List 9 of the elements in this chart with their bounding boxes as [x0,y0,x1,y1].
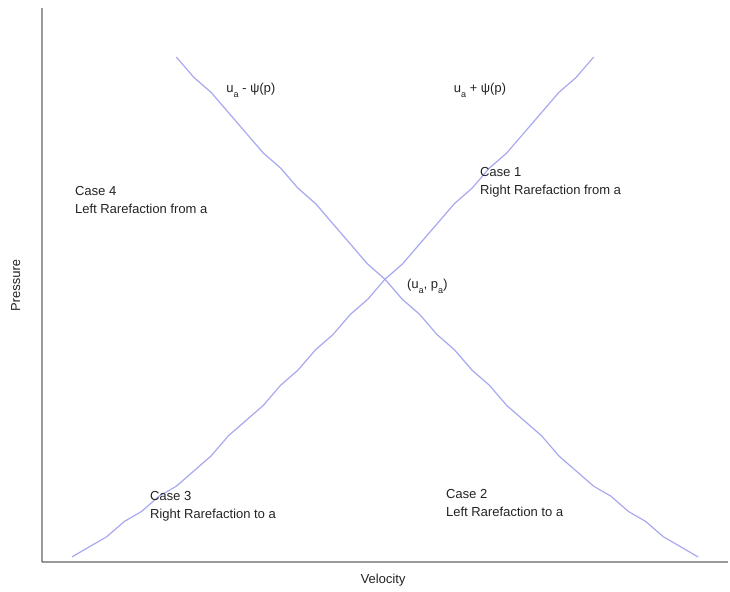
annotation: Case 2 Left Rarefaction to a [446,486,564,519]
text: u$_{a}$ + ψ(p) [454,80,506,99]
x-axis-title: Velocity [360,571,406,586]
annotation: Case 4 Left Rarefaction from a [75,183,208,216]
series-label: u$_{a}$ - ψ(p) [226,80,276,99]
y-axis-title: Pressure [8,258,23,312]
annotation: Case 3 Right Rarefaction to a [150,488,277,521]
annotation: Case 1 Right Rarefaction from a [480,164,622,197]
annotation: (u$_{a}$, p$_{a}$) [407,276,448,295]
